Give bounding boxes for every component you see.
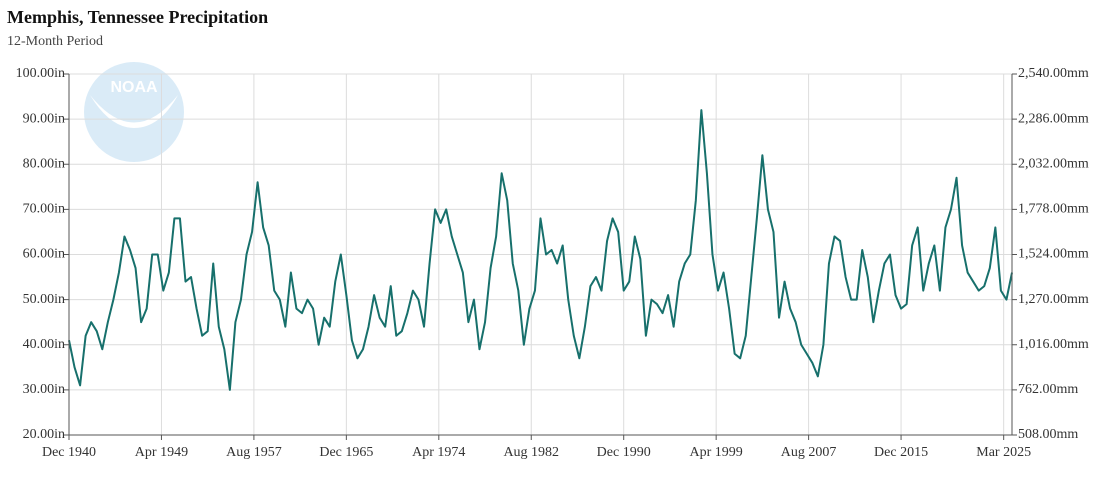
y2-tick-label: 1,270.00mm <box>1018 292 1089 307</box>
y-tick-label: 50.00in <box>23 292 65 307</box>
y2-tick-label: 1,524.00mm <box>1018 247 1089 262</box>
logo-text: NOAA <box>110 79 158 96</box>
y2-tick-label: 2,032.00mm <box>1018 156 1089 171</box>
logo-disc <box>84 62 184 162</box>
logo: NOAA <box>84 62 184 162</box>
y2-tick-label: 762.00mm <box>1018 382 1078 397</box>
x-tick-label: Aug 2007 <box>781 445 837 460</box>
x-tick-label: Apr 1974 <box>412 445 465 460</box>
y2-tick-label: 2,540.00mm <box>1018 66 1089 81</box>
y2-tick-label: 1,016.00mm <box>1018 337 1089 352</box>
data-line <box>68 109 1013 391</box>
grid <box>68 73 1012 436</box>
y2-tick-label: 2,286.00mm <box>1018 111 1089 126</box>
x-tick-label: Dec 1965 <box>319 445 373 460</box>
x-tick-label: Dec 1940 <box>42 445 96 460</box>
y2-tick-label: 508.00mm <box>1018 427 1078 442</box>
y-tick-label: 60.00in <box>23 247 65 262</box>
x-tick-label: Dec 1990 <box>597 445 651 460</box>
x-tick-label: Aug 1957 <box>226 445 282 460</box>
chart-subtitle: 12-Month Period <box>7 34 103 49</box>
logo-gull <box>90 95 178 128</box>
y-tick-label: 30.00in <box>23 382 65 397</box>
y-tick-label: 40.00in <box>23 337 65 352</box>
y2-tick-label: 1,778.00mm <box>1018 202 1089 217</box>
x-tick-label: Mar 2025 <box>976 445 1031 460</box>
axes: 20.00in 30.00in 40.00in 50.00in 60.00in 70.00… <box>16 66 1089 460</box>
x-tick-label: Dec 2015 <box>874 445 928 460</box>
y-tick-label: 100.00in <box>16 66 65 81</box>
y-tick-label: 90.00in <box>23 111 65 126</box>
x-tick-label: Apr 1999 <box>690 445 743 460</box>
y-tick-label: 80.00in <box>23 156 65 171</box>
plot <box>68 109 1013 391</box>
x-tick-label: Aug 1982 <box>503 445 559 460</box>
y-tick-label: 70.00in <box>23 202 65 217</box>
x-tick-label: Apr 1949 <box>135 445 188 460</box>
y-tick-label: 20.00in <box>23 427 65 442</box>
chart-title: Memphis, Tennessee Precipitation <box>7 7 268 27</box>
